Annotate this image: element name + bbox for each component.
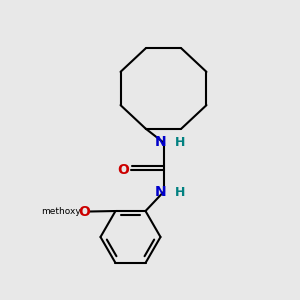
- Text: O: O: [117, 163, 129, 176]
- Text: O: O: [78, 205, 90, 218]
- Text: methoxy: methoxy: [42, 207, 81, 216]
- Text: N: N: [155, 136, 166, 149]
- Text: H: H: [175, 136, 185, 149]
- Text: N: N: [155, 185, 166, 199]
- Text: H: H: [175, 185, 185, 199]
